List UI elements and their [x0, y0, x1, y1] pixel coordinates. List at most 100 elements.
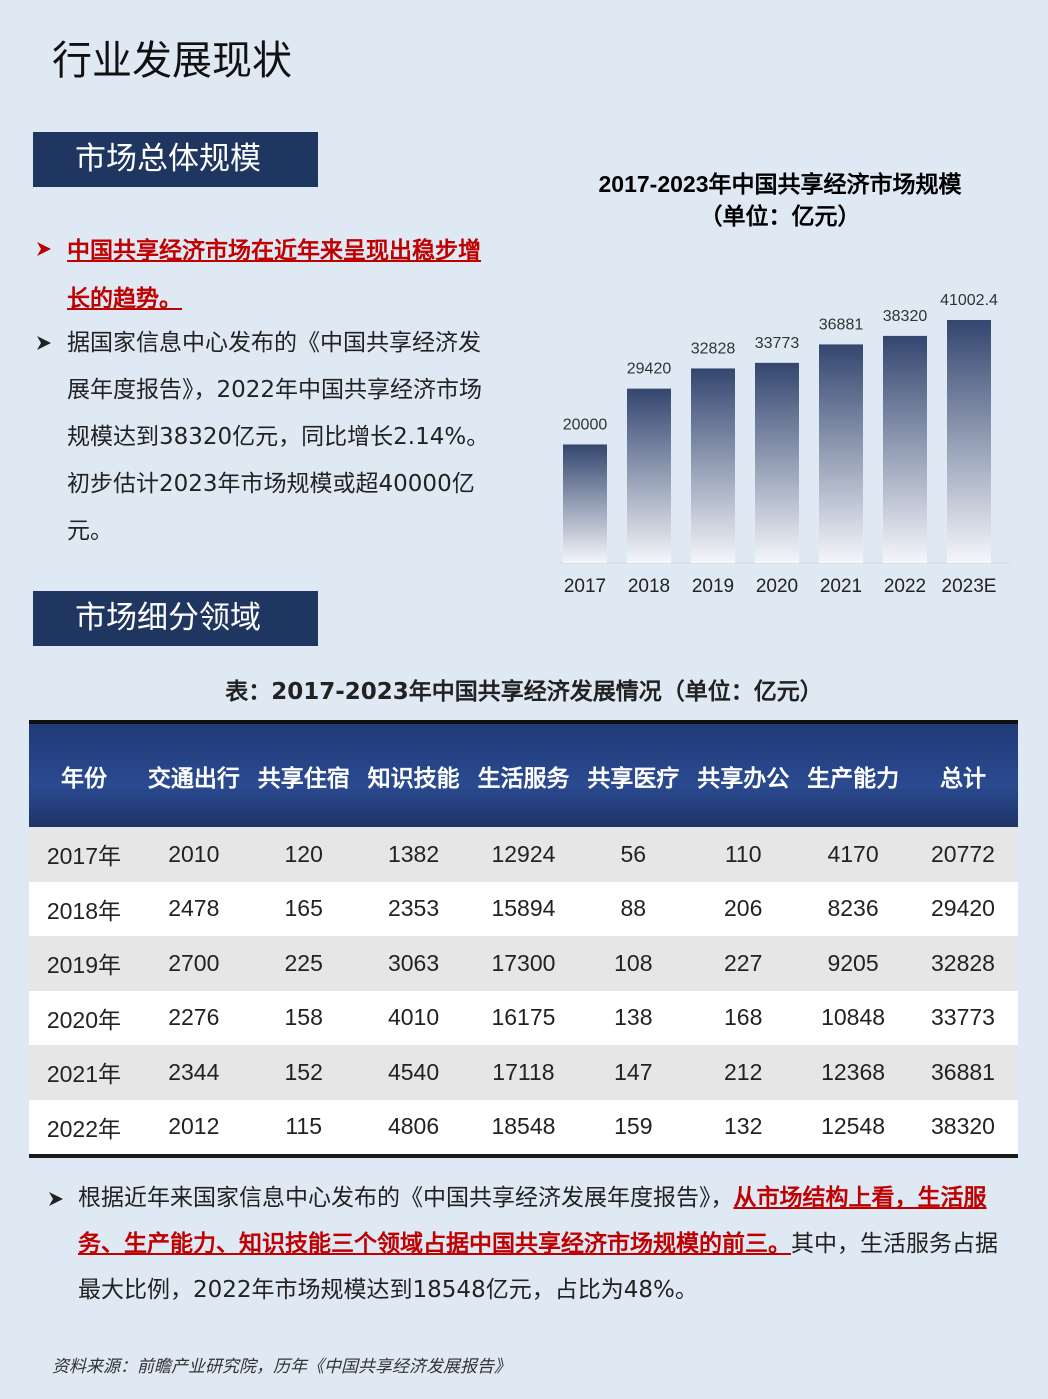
data-label: 38320 [883, 308, 928, 325]
bar [563, 444, 607, 563]
table-cell: 2018年 [29, 881, 139, 936]
table-cell: 120 [248, 827, 359, 882]
bar [755, 362, 799, 563]
header-cell: 生产能力 [798, 720, 908, 827]
table-cell: 212 [688, 1045, 799, 1100]
table-cell: 56 [578, 827, 689, 882]
header-cell: 共享住宿 [248, 720, 359, 827]
table-cell: 4170 [798, 827, 908, 882]
bar [627, 388, 671, 563]
table-cell: 225 [248, 936, 359, 991]
table-row: 2018年 2478 165 2353 15894 88 206 8236 29420 [29, 881, 1018, 936]
table-cell: 2017年 [29, 827, 139, 882]
table-cell: 2700 [138, 936, 249, 991]
data-label: 36881 [819, 316, 864, 333]
table-cell: 168 [688, 990, 799, 1045]
x-tick-label: 2023E [942, 576, 997, 597]
chart-subtitle: （单位：亿元） [700, 203, 861, 229]
table-cell: 36881 [908, 1045, 1018, 1100]
header-cell: 生活服务 [468, 720, 579, 827]
table-cell: 33773 [908, 990, 1018, 1045]
bar [691, 368, 735, 563]
table-cell: 12924 [468, 827, 579, 882]
table-cell: 227 [688, 936, 799, 991]
table-cell: 2344 [138, 1045, 249, 1100]
table-cell: 165 [248, 881, 359, 936]
table-cell: 4010 [358, 990, 469, 1045]
table-cell: 159 [578, 1099, 689, 1158]
section-header: 市场细分领域 [33, 591, 318, 646]
table: 年份 交通出行 共享住宿 知识技能 生活服务 共享医疗 共享办公 生产能力 总计 2017年 201… [29, 720, 1018, 1158]
table-row: 2022年 2012 115 4806 18548 159 132 12548 38320 [29, 1099, 1018, 1158]
table-cell: 152 [248, 1045, 359, 1100]
header-cell: 总计 [908, 720, 1018, 827]
data-label: 20000 [563, 416, 608, 433]
bullet: 中国共享经济市场在近年来呈现出稳步增长的趋势。 [67, 227, 497, 323]
table-cell: 17118 [468, 1045, 579, 1100]
table-cell: 9205 [798, 936, 908, 991]
table-cell: 8236 [798, 881, 908, 936]
table-row: 2019年 2700 225 3063 17300 108 227 9205 32828 [29, 936, 1018, 991]
table-cell: 138 [578, 990, 689, 1045]
table-row: 2020年 2276 158 4010 16175 138 168 10848 33773 [29, 990, 1018, 1045]
section-header: 市场总体规模 [33, 132, 318, 187]
table-cell: 32828 [908, 936, 1018, 991]
bar [819, 344, 863, 563]
table-cell: 2353 [358, 881, 469, 936]
table-cell: 147 [578, 1045, 689, 1100]
table-cell: 2478 [138, 881, 249, 936]
header-cell: 共享医疗 [578, 720, 689, 827]
table-cell: 2276 [138, 990, 249, 1045]
table-row: 2017年 2010 120 1382 12924 56 110 4170 20772 [29, 827, 1018, 882]
table-cell: 132 [688, 1099, 799, 1158]
table-cell: 2019年 [29, 936, 139, 991]
table-cell: 20772 [908, 827, 1018, 882]
table-cell: 16175 [468, 990, 579, 1045]
bar [947, 320, 991, 563]
x-tick-label: 2020 [756, 576, 798, 597]
x-tick-label: 2019 [692, 576, 734, 597]
table-cell: 15894 [468, 881, 579, 936]
bullet-icon [49, 1192, 63, 1206]
bullet-icon [37, 336, 51, 350]
table-cell: 108 [578, 936, 689, 991]
table-cell: 2020年 [29, 990, 139, 1045]
header-cell: 共享办公 [688, 720, 799, 827]
paragraph: 根据近年来国家信息中心发布的《中国共享经济发展年度报告》，从市场结构上看，生活服… [78, 1175, 1018, 1313]
table-cell: 2022年 [29, 1099, 139, 1158]
table-cell: 1382 [358, 827, 469, 882]
bullet-text: 据国家信息中心发布的《中国共享经济发展年度报告》，2022年中国共享经济市场规模… [67, 330, 490, 544]
paragraph-highlight: 从市场结构上看，生活服务、生产能力、知识技能三个领域占据中国共享经济市场规模的前… [78, 1184, 987, 1257]
source-note: 资料来源：前瞻产业研究院，历年《中国共享经济发展报告》 [52, 1357, 511, 1377]
table-cell: 12548 [798, 1099, 908, 1158]
chart: 2017-2023年中国共享经济市场规模 （单位：亿元） 20000 2017 29… [559, 171, 1010, 597]
table-cell: 12368 [798, 1045, 908, 1100]
page-title: 行业发展现状 [52, 38, 292, 84]
table-cell: 4540 [358, 1045, 469, 1100]
data-label: 32828 [691, 340, 736, 357]
table-cell: 10848 [798, 990, 908, 1045]
table-cell: 110 [688, 827, 799, 882]
table-cell: 4806 [358, 1099, 469, 1158]
header-cell: 年份 [29, 720, 139, 827]
x-tick-label: 2022 [884, 576, 926, 597]
table-cell: 115 [248, 1099, 359, 1158]
paragraph-text: 其中，生活服务占据最大比例，2022年市场规模达到18548亿元，占比为48%。 [78, 1231, 998, 1303]
bullet-icon [37, 242, 51, 256]
data-label: 33773 [755, 335, 800, 352]
table-row: 2021年 2344 152 4540 17118 147 212 12368 36881 [29, 1045, 1018, 1100]
table-cell: 2012 [138, 1099, 249, 1158]
table-cell: 38320 [908, 1099, 1018, 1158]
x-tick-label: 2017 [564, 576, 606, 597]
table-cell: 158 [248, 990, 359, 1045]
x-tick-label: 2021 [820, 576, 862, 597]
table-caption: 表：2017-2023年中国共享经济发展情况（单位：亿元） [225, 679, 823, 705]
x-tick-label: 2018 [628, 576, 670, 597]
table-cell: 2021年 [29, 1045, 139, 1100]
bullet-text: 中国共享经济市场在近年来呈现出稳步增长的趋势。 [67, 237, 481, 312]
table-cell: 18548 [468, 1099, 579, 1158]
table-cell: 88 [578, 881, 689, 936]
data-label: 29420 [627, 361, 672, 378]
bar [883, 335, 927, 563]
